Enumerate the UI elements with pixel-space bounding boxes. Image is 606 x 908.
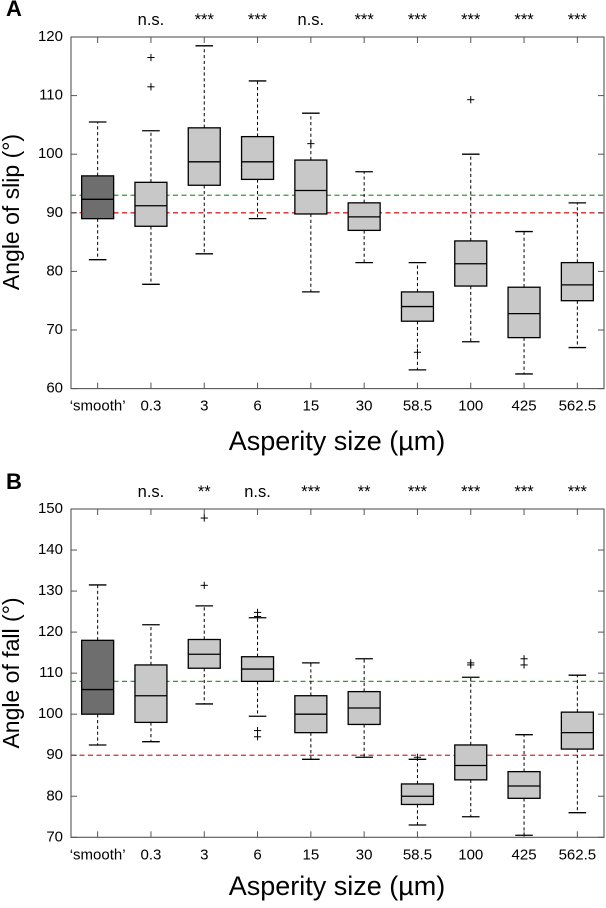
svg-text:58.5: 58.5 [403,846,432,863]
svg-text:110: 110 [39,664,63,681]
svg-text:100: 100 [38,145,63,162]
svg-text:100: 100 [458,398,483,415]
svg-text:120: 120 [38,28,63,45]
svg-text:425: 425 [512,398,537,415]
svg-text:3: 3 [200,846,208,863]
svg-text:80: 80 [46,787,63,804]
svg-text:425: 425 [512,846,537,863]
svg-text:3: 3 [200,398,208,415]
svg-text:**: ** [198,483,211,501]
svg-text:n.s.: n.s. [138,483,165,501]
svg-text:120: 120 [38,623,63,640]
svg-text:6: 6 [253,398,261,415]
svg-text:Angle of fall (°): Angle of fall (°) [0,597,24,748]
svg-text:n.s.: n.s. [244,483,271,501]
svg-text:130: 130 [38,582,63,599]
svg-text:Angle of slip (°): Angle of slip (°) [0,134,24,290]
svg-text:‘smooth’: ‘smooth’ [70,846,126,863]
svg-text:n.s.: n.s. [298,11,325,29]
svg-text:***: *** [408,483,428,501]
svg-text:Asperity size (µm): Asperity size (µm) [229,871,446,901]
svg-text:70: 70 [46,321,63,338]
svg-text:110: 110 [39,87,63,104]
svg-text:***: *** [461,483,481,501]
svg-text:***: *** [514,11,534,29]
svg-text:***: *** [461,11,481,29]
svg-text:***: *** [248,11,268,29]
svg-text:***: *** [568,483,588,501]
svg-text:30: 30 [356,398,373,415]
svg-text:140: 140 [38,541,63,558]
svg-text:Asperity size (µm): Asperity size (µm) [229,426,446,456]
svg-text:90: 90 [46,204,63,221]
svg-text:58.5: 58.5 [403,398,432,415]
svg-text:***: *** [195,11,215,29]
svg-text:***: *** [568,11,588,29]
svg-text:15: 15 [303,398,320,415]
svg-text:‘smooth’: ‘smooth’ [70,398,126,415]
svg-text:***: *** [514,483,534,501]
svg-text:15: 15 [303,846,320,863]
svg-text:0.3: 0.3 [141,846,162,863]
svg-text:100: 100 [458,846,483,863]
svg-text:***: *** [355,11,375,29]
svg-text:60: 60 [46,380,63,397]
svg-text:6: 6 [253,846,261,863]
svg-text:562.5: 562.5 [559,398,597,415]
svg-text:80: 80 [46,262,63,279]
svg-text:A: A [6,0,22,21]
svg-text:B: B [6,469,22,494]
svg-text:***: *** [408,11,428,29]
svg-text:150: 150 [38,500,63,517]
svg-text:70: 70 [46,828,63,845]
svg-text:0.3: 0.3 [141,398,162,415]
svg-text:**: ** [358,483,371,501]
svg-text:562.5: 562.5 [559,846,597,863]
svg-text:30: 30 [356,846,373,863]
svg-text:***: *** [301,483,321,501]
svg-text:100: 100 [38,705,63,722]
svg-text:90: 90 [46,746,63,763]
svg-text:n.s.: n.s. [138,11,165,29]
